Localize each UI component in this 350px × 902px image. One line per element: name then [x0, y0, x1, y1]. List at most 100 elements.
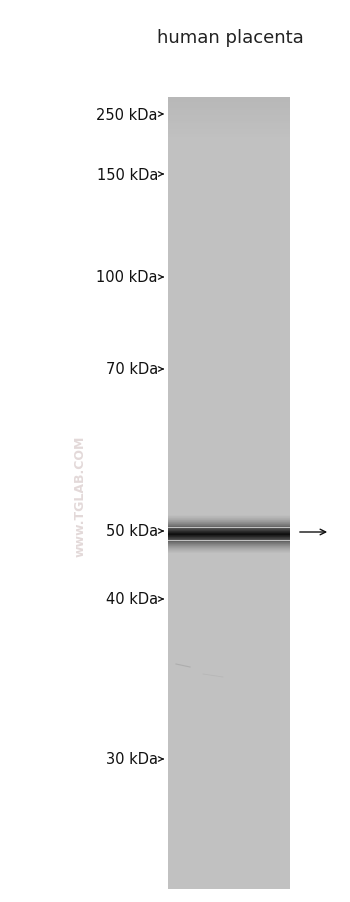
Bar: [168, 151, 290, 153]
Bar: [168, 314, 290, 317]
Bar: [168, 414, 290, 417]
Bar: [168, 607, 290, 610]
Bar: [168, 488, 290, 491]
Bar: [168, 354, 290, 356]
Bar: [168, 528, 290, 530]
Bar: [168, 844, 290, 847]
Text: 70 kDa: 70 kDa: [106, 362, 158, 377]
Bar: [168, 196, 290, 198]
Bar: [168, 270, 290, 272]
Bar: [168, 676, 290, 678]
Bar: [168, 855, 290, 858]
Bar: [168, 710, 290, 713]
Bar: [168, 282, 290, 285]
Bar: [168, 201, 290, 203]
Bar: [168, 436, 290, 438]
Bar: [168, 736, 290, 739]
Bar: [168, 169, 290, 171]
Bar: [168, 628, 290, 630]
Bar: [168, 393, 290, 396]
Bar: [168, 667, 290, 670]
Bar: [168, 428, 290, 430]
Bar: [168, 293, 290, 296]
Bar: [168, 259, 290, 262]
Bar: [168, 98, 290, 100]
Bar: [168, 225, 290, 227]
Bar: [168, 625, 290, 628]
Bar: [168, 333, 290, 336]
Bar: [168, 776, 290, 778]
Text: 100 kDa: 100 kDa: [97, 271, 158, 285]
Bar: [168, 544, 290, 547]
Bar: [168, 533, 290, 536]
Bar: [168, 340, 290, 343]
Bar: [168, 517, 290, 520]
Bar: [168, 462, 290, 465]
Bar: [168, 799, 290, 802]
Bar: [168, 789, 290, 791]
Bar: [168, 507, 290, 510]
Bar: [168, 441, 290, 444]
Bar: [168, 145, 290, 148]
Bar: [168, 865, 290, 868]
Bar: [168, 159, 290, 161]
Bar: [168, 336, 290, 338]
Bar: [168, 190, 290, 193]
Bar: [168, 847, 290, 850]
Bar: [168, 475, 290, 478]
Bar: [168, 762, 290, 765]
Bar: [168, 264, 290, 267]
Bar: [168, 536, 290, 538]
Bar: [168, 119, 290, 122]
Bar: [168, 473, 290, 475]
Bar: [168, 807, 290, 810]
Bar: [168, 327, 290, 330]
Bar: [168, 750, 290, 752]
Bar: [168, 288, 290, 290]
Bar: [168, 399, 290, 401]
Bar: [168, 768, 290, 770]
Bar: [168, 510, 290, 512]
Bar: [168, 794, 290, 796]
Bar: [168, 208, 290, 211]
Bar: [168, 741, 290, 744]
Bar: [168, 557, 290, 559]
Bar: [168, 860, 290, 862]
Bar: [168, 778, 290, 781]
Bar: [168, 713, 290, 715]
Bar: [168, 299, 290, 301]
Bar: [168, 570, 290, 573]
Bar: [168, 133, 290, 134]
Bar: [168, 879, 290, 881]
Bar: [168, 245, 290, 248]
Text: 40 kDa: 40 kDa: [106, 592, 158, 607]
Bar: [168, 301, 290, 304]
Bar: [168, 410, 290, 411]
Bar: [168, 565, 290, 567]
Bar: [168, 388, 290, 391]
Bar: [168, 493, 290, 496]
Bar: [168, 791, 290, 794]
Bar: [168, 385, 290, 388]
Bar: [168, 230, 290, 233]
Bar: [168, 485, 290, 488]
Bar: [168, 639, 290, 641]
Bar: [168, 599, 290, 602]
Bar: [168, 720, 290, 723]
Bar: [168, 876, 290, 879]
Text: 50 kDa: 50 kDa: [106, 524, 158, 538]
Bar: [168, 243, 290, 245]
Bar: [168, 884, 290, 887]
Bar: [168, 562, 290, 565]
Bar: [168, 356, 290, 359]
Bar: [168, 752, 290, 755]
Bar: [168, 198, 290, 201]
Bar: [168, 308, 290, 311]
Bar: [168, 744, 290, 747]
Bar: [168, 116, 290, 119]
Bar: [168, 448, 290, 451]
Bar: [168, 765, 290, 768]
Bar: [168, 824, 290, 825]
Bar: [168, 380, 290, 382]
Bar: [168, 322, 290, 325]
